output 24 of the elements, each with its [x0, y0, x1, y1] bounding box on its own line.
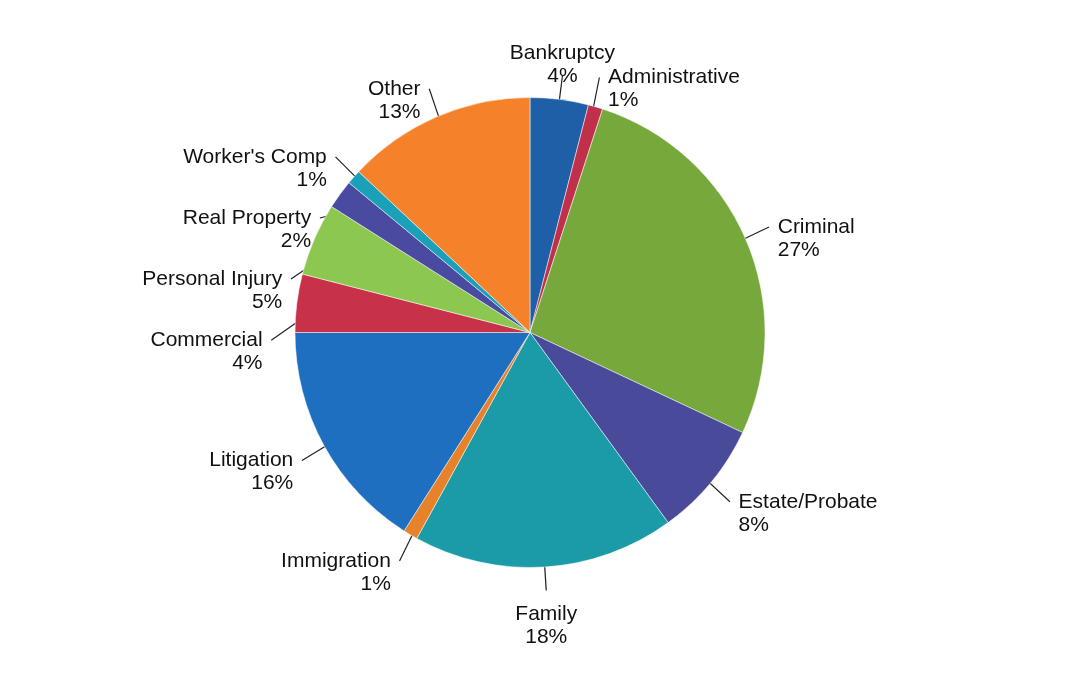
slice-label: Litigation	[209, 447, 294, 471]
data-label: 5%	[251, 289, 283, 313]
slice-label: Family	[515, 600, 578, 624]
slice-label: Criminal	[777, 214, 855, 238]
slice-label: Bankruptcy	[509, 39, 616, 63]
data-label: 2%	[280, 227, 312, 251]
data-label: 13%	[378, 98, 421, 122]
data-label: 4%	[547, 62, 578, 86]
data-label: 16%	[251, 470, 294, 494]
data-label: 27%	[777, 237, 820, 261]
slice-label: Real Property	[182, 204, 312, 228]
data-label: 1%	[360, 571, 391, 595]
data-label: 1%	[608, 87, 639, 111]
data-label: 4%	[232, 350, 263, 374]
slice-label: Administrative	[608, 64, 740, 88]
slice-label: Worker's Comp	[183, 143, 327, 167]
slice-label: Other	[368, 75, 421, 99]
data-label: 18%	[525, 623, 568, 647]
slice-label: Commercial	[150, 327, 263, 351]
data-label: 1%	[296, 166, 327, 190]
data-label: 8%	[738, 511, 769, 535]
slice-label: Immigration	[281, 548, 391, 572]
slice-label: Personal Injury	[142, 266, 283, 290]
slice-label: Estate/Probate	[738, 488, 878, 512]
